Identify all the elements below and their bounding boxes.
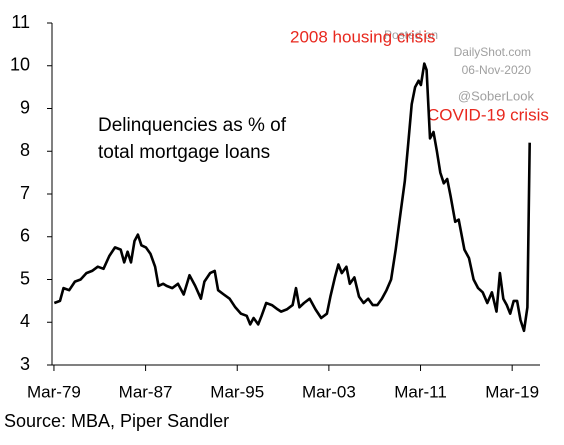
y-tick-label: 3 <box>20 354 30 374</box>
data-line <box>53 62 531 333</box>
y-tick-label: 5 <box>20 268 30 288</box>
y-tick-label: 9 <box>20 97 30 117</box>
watermark: @SoberLook <box>458 88 535 103</box>
x-tick-label: Mar-87 <box>119 382 173 401</box>
y-tick-label: 4 <box>20 311 30 331</box>
y-tick-label: 10 <box>10 55 30 75</box>
x-tick-label: Mar-95 <box>210 382 264 401</box>
source: Source: MBA, Piper Sandler <box>4 411 229 431</box>
annotation: Delinquencies as % of <box>98 115 287 136</box>
y-tick-label: 11 <box>11 12 30 32</box>
y-tick-label: 7 <box>20 183 30 203</box>
watermark: DailyShot.com <box>454 45 531 59</box>
annotation: total mortgage loans <box>98 142 270 163</box>
y-tick-label: 6 <box>20 226 30 246</box>
annotation: 2008 housing crisis <box>290 27 436 46</box>
x-tick-label: Mar-11 <box>394 382 447 401</box>
watermark: Posted on <box>384 28 438 42</box>
x-tick-label: Mar-19 <box>485 382 539 401</box>
x-tick-label: Mar-03 <box>302 382 356 401</box>
y-tick-label: 8 <box>20 140 30 160</box>
annotation: COVID-19 crisis <box>427 105 549 124</box>
watermark: 06-Nov-2020 <box>462 63 532 77</box>
x-tick-label: Mar-79 <box>27 382 81 401</box>
